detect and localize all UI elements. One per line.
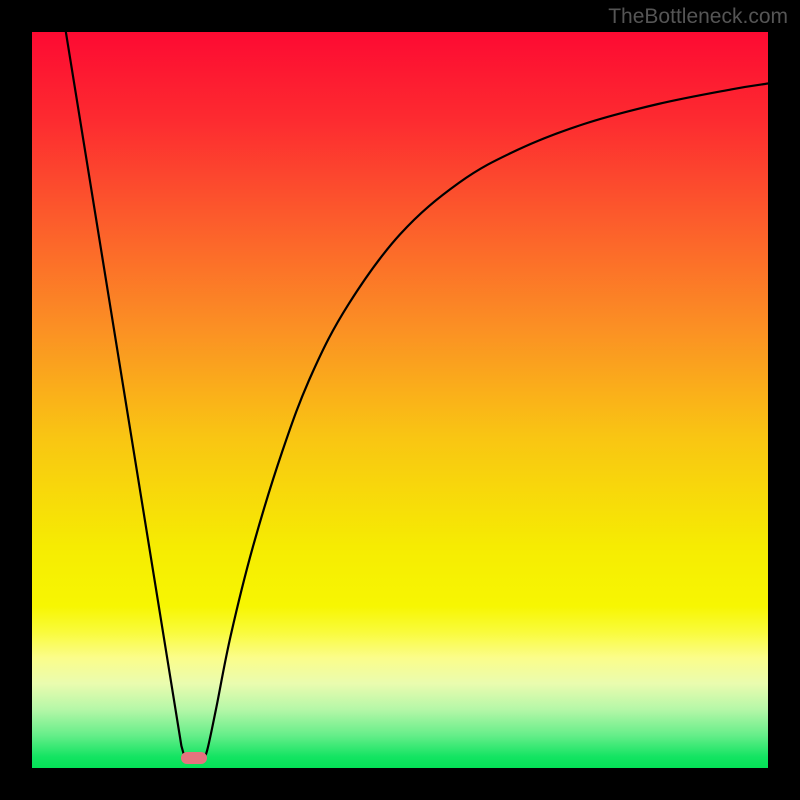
bottleneck-curve <box>66 32 768 759</box>
min-marker <box>181 752 207 764</box>
chart-outer-frame: TheBottleneck.com <box>0 0 800 800</box>
curve-layer <box>32 32 768 768</box>
plot-area <box>32 32 768 768</box>
watermark-text: TheBottleneck.com <box>608 5 788 29</box>
